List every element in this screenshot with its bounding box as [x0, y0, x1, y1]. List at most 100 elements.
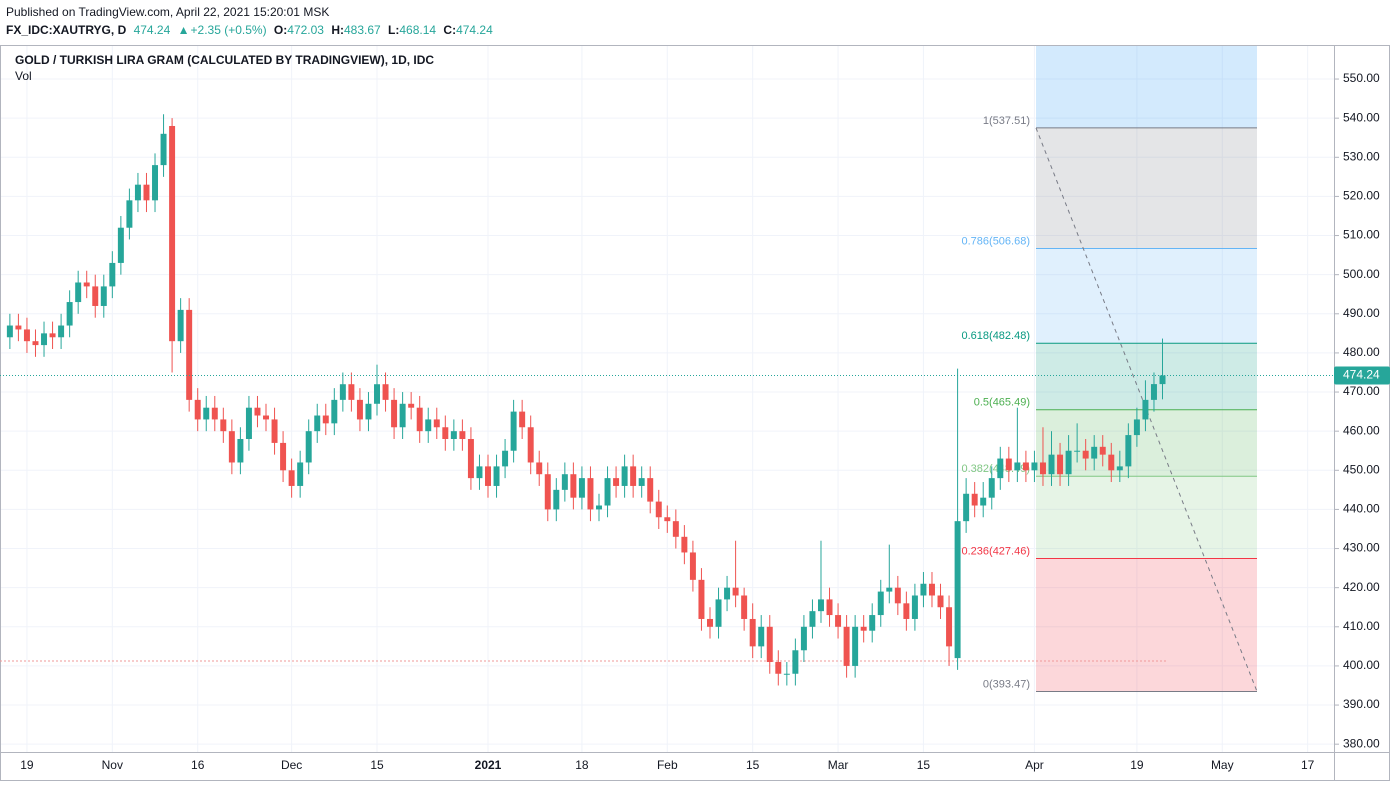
o: 472.03	[287, 23, 324, 37]
candle-body	[169, 125, 176, 342]
candle-body	[1159, 375, 1166, 385]
y-tick-label: 380.00	[1343, 736, 1380, 750]
candle-body	[502, 450, 509, 467]
candle-body	[1150, 384, 1157, 400]
header: Published on TradingView.com, April 22, …	[6, 3, 497, 39]
candle-body	[1142, 399, 1149, 420]
candle-body	[613, 478, 620, 486]
candle-body	[152, 165, 159, 201]
candle-body	[408, 403, 415, 408]
x-tick-label: Dec	[281, 758, 302, 772]
candle-body	[715, 599, 722, 627]
fib-label: 1(537.51)	[983, 115, 1030, 127]
x-tick-label: 16	[191, 758, 205, 772]
candle-body	[997, 458, 1004, 479]
candle-body	[186, 309, 193, 400]
change: +2.35 (+0.5%)	[190, 23, 267, 37]
candle-body	[374, 384, 380, 404]
candle-body	[143, 184, 150, 201]
candle-body	[254, 407, 261, 416]
y-tick-label: 390.00	[1343, 697, 1380, 711]
x-tick-label: Mar	[828, 758, 849, 772]
fib-zone	[1036, 127, 1257, 249]
y-tick-label: 420.00	[1343, 580, 1380, 594]
candle-body	[339, 384, 346, 400]
candle-body	[578, 478, 585, 498]
candle-body	[1065, 450, 1072, 475]
candle-body	[425, 419, 432, 432]
candle-body	[109, 262, 116, 287]
candle-body	[459, 431, 466, 439]
candle-body	[83, 282, 90, 287]
candle-body	[245, 407, 252, 439]
y-tick-label: 530.00	[1343, 149, 1380, 163]
candle-body	[1005, 458, 1012, 471]
y-tick-label: 490.00	[1343, 306, 1380, 320]
candle-body	[852, 626, 859, 666]
candle-body	[519, 411, 526, 428]
fib-label: 0(393.47)	[983, 678, 1030, 690]
candle-body	[835, 615, 842, 627]
candle-body	[58, 325, 65, 338]
candle-body	[553, 489, 560, 510]
candle-body	[630, 466, 637, 486]
candle-body	[271, 419, 278, 443]
candle-body	[749, 618, 756, 647]
candle-body	[1048, 454, 1055, 475]
chart-title: GOLD / TURKISH LIRA GRAM (CALCULATED BY …	[15, 53, 434, 67]
candle-body	[228, 431, 235, 463]
x-tick-label: 15	[917, 758, 931, 772]
candle-body	[707, 618, 713, 627]
candle-body	[6, 325, 13, 338]
candle-body	[664, 517, 671, 522]
candle-body	[23, 329, 30, 342]
candle-body	[237, 438, 244, 463]
candle-body	[937, 595, 944, 608]
candle-body	[1108, 454, 1115, 471]
candle-body	[971, 493, 978, 506]
candle-body	[450, 431, 457, 439]
h: 483.67	[343, 23, 381, 37]
y-tick-label: 540.00	[1343, 110, 1380, 124]
fib-label: 0.786(506.68)	[962, 235, 1031, 247]
fib-label: 0.236(427.46)	[962, 545, 1031, 557]
fib-zone	[1036, 248, 1257, 344]
background-layer	[0, 45, 1334, 752]
y-tick-label: 500.00	[1343, 267, 1380, 281]
subtitle: Vol	[15, 69, 32, 83]
candle-body	[117, 227, 124, 263]
y-tick-label: 510.00	[1343, 228, 1380, 242]
y-tick-label: 400.00	[1343, 658, 1380, 672]
candle-body	[894, 587, 901, 604]
candle-body	[689, 552, 696, 580]
candle-body	[800, 626, 807, 651]
o-label: O:	[273, 23, 288, 37]
candle-body	[485, 466, 491, 486]
l-label: L:	[388, 23, 400, 37]
candle-body	[1091, 446, 1098, 459]
fib-label: 0.382(448.49)	[962, 463, 1031, 475]
candle-body	[331, 399, 338, 424]
fib-zone	[1036, 45, 1257, 128]
candle-body	[49, 333, 56, 338]
y-tick-label: 440.00	[1343, 502, 1380, 516]
x-tick-label: 18	[575, 758, 589, 772]
candle-body	[570, 474, 577, 498]
candle-body	[365, 403, 372, 420]
candle-body	[903, 603, 910, 619]
candle-body	[809, 611, 816, 627]
candle-body	[817, 599, 824, 612]
candle-body	[66, 302, 73, 326]
candle-body	[203, 407, 210, 420]
candle-body	[433, 419, 440, 428]
candle-body	[732, 587, 739, 596]
candle-body	[126, 200, 133, 228]
candle-body	[672, 521, 679, 537]
candle-body	[134, 184, 141, 201]
fib-zone	[1036, 558, 1257, 692]
candle-body	[305, 431, 312, 463]
candle-body	[741, 595, 748, 619]
candle-body	[442, 427, 449, 439]
candle-body	[758, 626, 765, 647]
fib-zone	[1036, 476, 1257, 559]
